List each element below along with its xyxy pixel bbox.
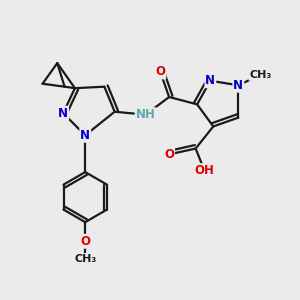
Text: O: O: [80, 235, 90, 248]
Text: O: O: [155, 65, 165, 79]
Text: OH: OH: [194, 164, 214, 177]
Text: NH: NH: [136, 108, 155, 121]
Text: N: N: [233, 79, 243, 92]
Text: CH₃: CH₃: [74, 254, 96, 264]
Text: N: N: [206, 74, 215, 87]
Text: O: O: [164, 148, 174, 161]
Text: N: N: [80, 129, 90, 142]
Text: CH₃: CH₃: [249, 70, 272, 80]
Text: N: N: [58, 107, 68, 120]
